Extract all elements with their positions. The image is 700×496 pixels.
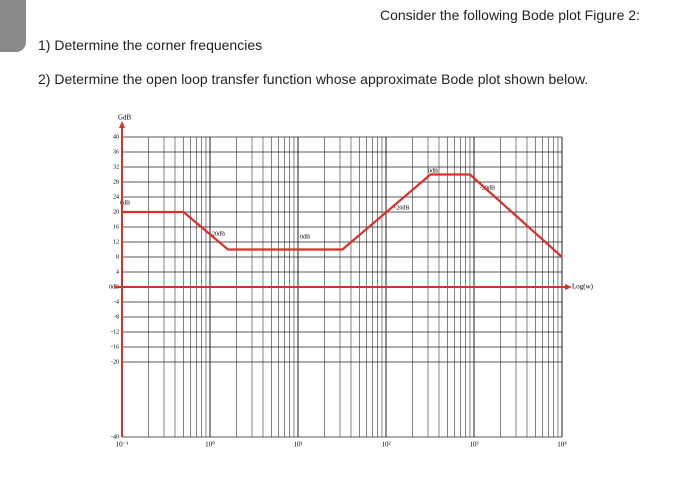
y-tick-label: 4 — [116, 269, 119, 275]
y-tick-label: 40 — [113, 134, 119, 140]
slope-label: 0dB — [300, 234, 310, 240]
slope-label: -20dB — [210, 231, 225, 237]
y-tick-label: 24 — [113, 194, 119, 200]
x-tick-label: 10⁴ — [557, 441, 567, 449]
y-tick-label: 16 — [113, 224, 119, 230]
y-tick-label: 28 — [113, 179, 119, 185]
y-tick-label: -8 — [114, 314, 119, 320]
slope-label: -20dB — [480, 185, 495, 191]
y-axis-arrow — [119, 121, 125, 128]
question: 2) Determine the open loop transfer func… — [38, 71, 589, 87]
x-tick-label: 10⁻¹ — [116, 441, 129, 449]
x-axis-label: Log(w) — [572, 283, 594, 291]
y-tick-label: 12 — [113, 239, 119, 245]
y-tick-label: 32 — [113, 164, 119, 170]
bode-magnitude-line — [122, 173, 563, 258]
slope-label: 0dB — [120, 200, 130, 206]
x-tick-label: 10¹ — [293, 441, 302, 449]
y-tick-label: -16 — [111, 344, 119, 350]
y-tick-label: 8 — [116, 254, 119, 260]
x-tick-label: 10² — [381, 441, 390, 449]
y-axis-label: GdB — [118, 114, 132, 122]
header-title: Consider the following Bode plot Figure … — [380, 7, 640, 23]
y-tick-label: -12 — [111, 329, 119, 335]
slope-label: 0dB — [428, 168, 438, 174]
y-tick-label: -4 — [114, 299, 119, 305]
y-tick-label: 36 — [113, 149, 119, 155]
x-axis-arrow — [565, 284, 572, 290]
y-tick-label: -40 — [111, 434, 119, 440]
y-tick-label: 0dB — [109, 284, 119, 290]
x-tick-label: 10³ — [469, 441, 478, 449]
x-tick-label: 10⁰ — [205, 441, 215, 449]
side-tab — [0, 0, 26, 52]
y-tick-label: -20 — [111, 359, 119, 365]
slope-label: +20dB — [393, 205, 409, 211]
y-tick-label: 20 — [113, 209, 119, 215]
question: 1) Determine the corner frequencies — [38, 37, 263, 53]
